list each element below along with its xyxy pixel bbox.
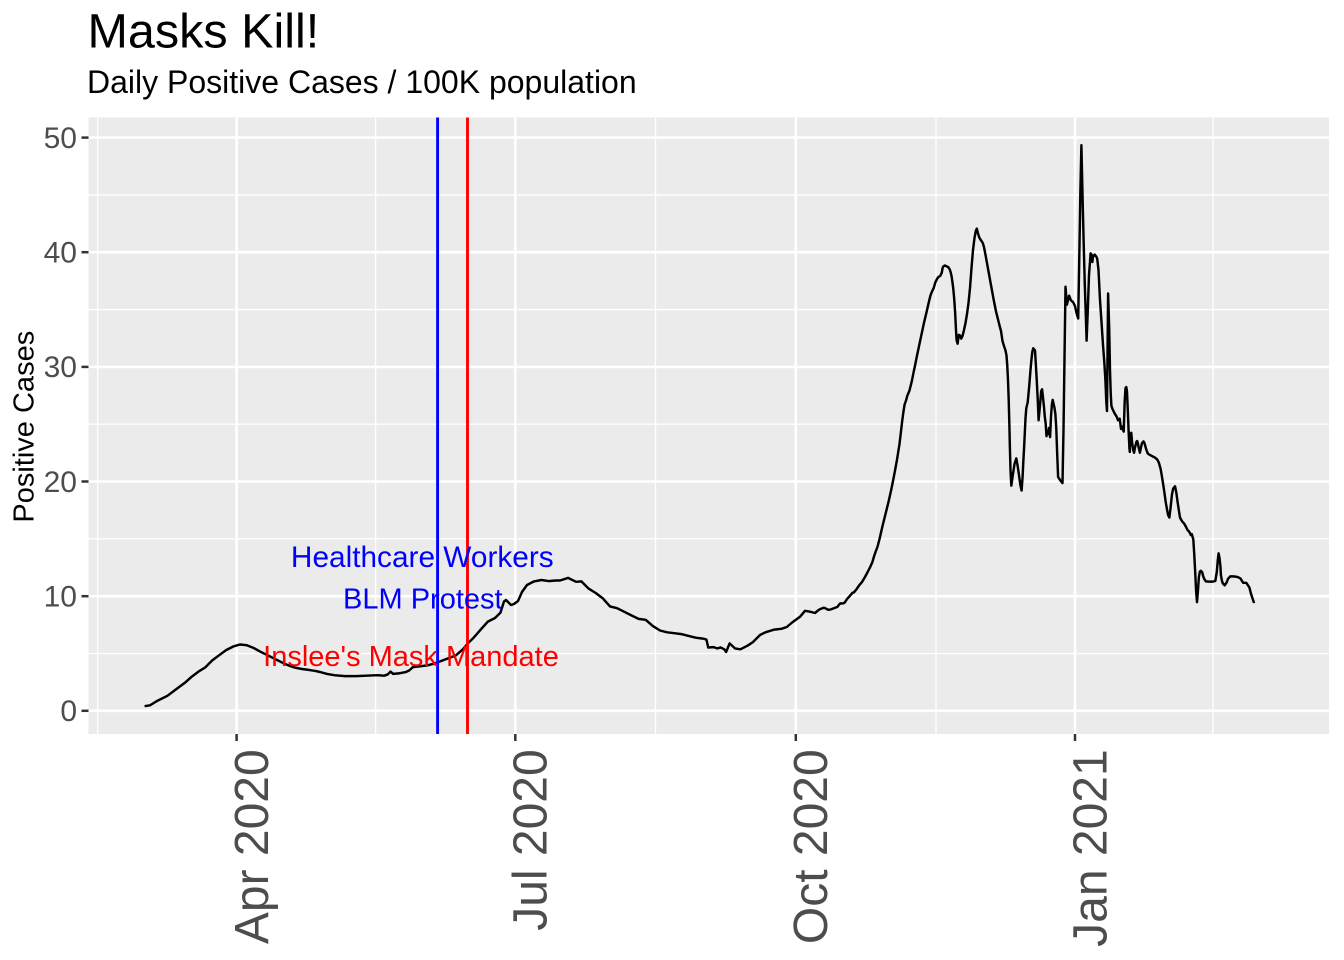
svg-text:0: 0 [60, 695, 77, 728]
svg-text:Healthcare Workers: Healthcare Workers [291, 541, 554, 574]
svg-text:30: 30 [44, 351, 77, 384]
svg-text:Daily Positive Cases / 100K po: Daily Positive Cases / 100K population [87, 64, 637, 100]
svg-text:40: 40 [44, 237, 77, 270]
svg-text:Jul 2020: Jul 2020 [505, 749, 558, 930]
svg-text:Jan 2021: Jan 2021 [1064, 749, 1117, 947]
svg-text:Oct 2020: Oct 2020 [785, 749, 838, 944]
svg-text:Masks Kill!: Masks Kill! [88, 5, 320, 59]
svg-text:50: 50 [44, 122, 77, 155]
svg-text:20: 20 [44, 466, 77, 499]
svg-text:Inslee's Mask Mandate: Inslee's Mask Mandate [263, 641, 559, 673]
svg-text:Apr 2020: Apr 2020 [226, 749, 279, 944]
svg-text:BLM Protest: BLM Protest [343, 583, 503, 615]
svg-text:10: 10 [44, 581, 77, 614]
svg-text:Positive Cases: Positive Cases [9, 331, 41, 523]
